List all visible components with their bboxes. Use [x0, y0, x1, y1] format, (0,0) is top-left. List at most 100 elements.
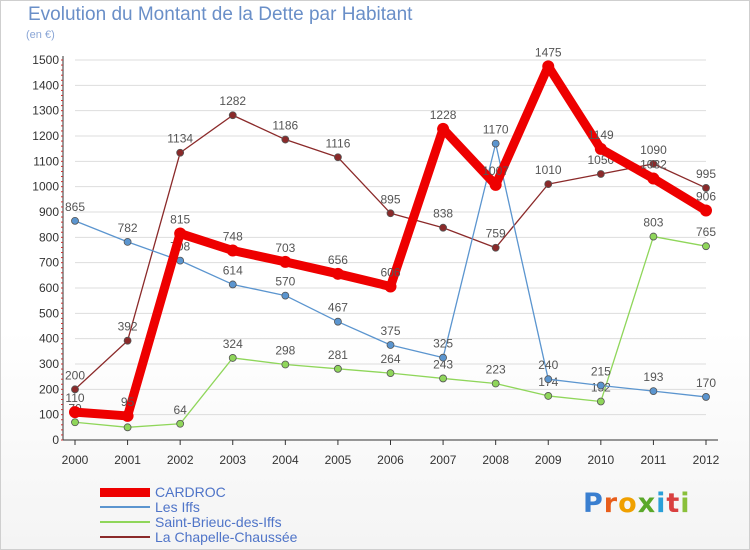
data-label: 325	[433, 337, 453, 351]
brand-letter: P	[583, 488, 604, 519]
data-label: 324	[223, 337, 243, 351]
legend-label: La Chapelle-Chaussée	[155, 529, 298, 545]
data-label: 1228	[430, 108, 457, 122]
y-tick-label: 1500	[32, 53, 59, 67]
data-label: 392	[118, 320, 138, 334]
data-label: 243	[433, 357, 453, 371]
chart-subtitle: (en €)	[26, 29, 55, 41]
y-tick-label: 500	[39, 306, 59, 320]
data-point	[491, 379, 500, 388]
data-label: 215	[591, 365, 611, 379]
legend-swatch	[100, 487, 150, 497]
y-tick-label: 0	[52, 433, 59, 447]
data-point	[491, 243, 500, 252]
data-label: 1007	[482, 164, 509, 178]
data-point	[489, 178, 502, 191]
x-tick-label: 2007	[430, 453, 457, 467]
data-point	[281, 291, 290, 300]
data-point	[176, 419, 185, 428]
data-point	[649, 387, 658, 396]
data-label: 1186	[272, 119, 298, 133]
data-label: 570	[275, 275, 295, 289]
x-tick-label: 2012	[693, 453, 720, 467]
x-tick-label: 2006	[377, 453, 404, 467]
x-tick-label: 2009	[535, 453, 562, 467]
data-label: 1170	[483, 123, 509, 137]
brand-letter: o	[618, 488, 638, 519]
data-point	[594, 142, 607, 155]
data-label: 110	[65, 391, 84, 405]
legend-swatch	[100, 521, 150, 523]
data-label: 748	[223, 230, 243, 244]
data-label: 656	[328, 253, 348, 267]
data-point	[384, 280, 397, 293]
data-label: 1475	[535, 45, 562, 59]
data-point	[647, 172, 660, 185]
data-point	[439, 353, 447, 362]
y-tick-label: 600	[39, 281, 59, 295]
data-point	[702, 393, 710, 401]
data-point	[596, 381, 605, 390]
data-point	[439, 223, 447, 232]
data-label: 815	[170, 213, 190, 227]
data-point	[123, 423, 132, 432]
legend-label: CARDROC	[155, 484, 226, 500]
data-label: 1149	[588, 128, 614, 142]
x-tick-label: 2011	[641, 453, 667, 467]
x-tick-label: 2003	[219, 453, 246, 467]
data-point	[386, 369, 395, 378]
data-point	[542, 60, 555, 73]
data-point	[71, 216, 79, 225]
data-label: 264	[380, 352, 400, 366]
data-point	[544, 375, 553, 384]
data-point	[71, 385, 79, 394]
data-point	[700, 204, 712, 217]
brand-letter: t	[666, 488, 681, 519]
x-tick-label: 2001	[114, 453, 141, 467]
brand-letter: i	[656, 488, 667, 519]
data-label: 765	[696, 225, 716, 239]
data-label: 995	[696, 167, 716, 181]
data-label: 298	[275, 344, 295, 358]
data-point	[702, 242, 710, 251]
data-point	[334, 364, 342, 373]
y-tick-label: 1400	[32, 78, 59, 92]
data-point	[649, 159, 658, 168]
data-point	[334, 153, 342, 162]
data-label: 1032	[640, 158, 667, 172]
brand-letter: r	[603, 488, 619, 519]
data-label: 895	[380, 192, 400, 206]
data-point	[123, 336, 132, 345]
data-label: 281	[328, 348, 348, 362]
y-tick-label: 900	[39, 205, 59, 219]
data-point	[279, 255, 292, 268]
y-tick-label: 1200	[32, 129, 59, 143]
data-point	[331, 267, 344, 280]
y-tick-label: 1000	[32, 180, 59, 194]
data-point	[176, 148, 185, 157]
data-point	[544, 392, 553, 400]
data-point	[437, 122, 450, 135]
y-tick-label: 300	[39, 357, 59, 371]
x-tick-label: 2002	[167, 453, 194, 467]
data-label: 375	[380, 324, 400, 338]
data-point	[281, 360, 290, 369]
data-point	[228, 111, 237, 120]
data-label: 838	[433, 207, 453, 221]
data-point	[123, 237, 132, 246]
data-label: 193	[643, 370, 663, 384]
brand-letter: i	[680, 488, 691, 519]
data-label: 782	[118, 221, 138, 235]
data-label: 1282	[219, 94, 246, 108]
x-tick-label: 2010	[587, 453, 614, 467]
data-label: 803	[643, 216, 663, 230]
y-tick-label: 1100	[33, 154, 59, 168]
data-point	[702, 184, 710, 192]
y-tick-label: 200	[39, 382, 59, 396]
data-point	[121, 409, 134, 422]
data-point	[386, 341, 395, 349]
data-label: 1134	[167, 132, 193, 146]
y-tick-label: 400	[39, 332, 59, 346]
x-tick-label: 2000	[62, 453, 89, 467]
